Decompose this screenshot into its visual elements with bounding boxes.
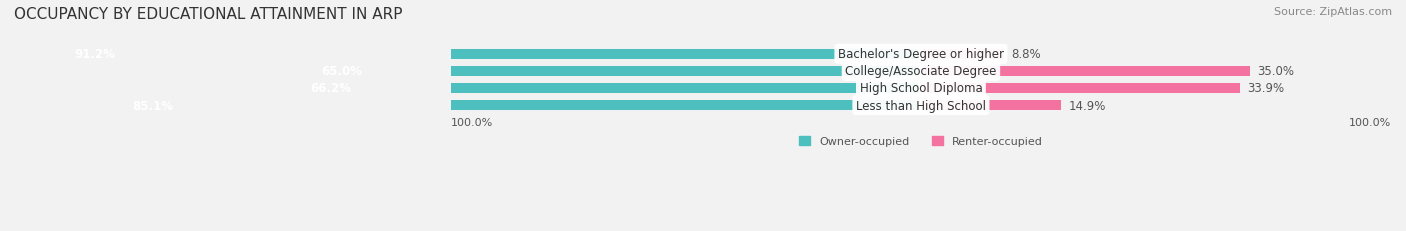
Text: 65.0%: 65.0% [321, 65, 363, 78]
Text: 8.8%: 8.8% [1011, 48, 1040, 61]
Bar [121, 101, 921, 110]
Bar [298, 84, 921, 93]
Bar [921, 67, 1250, 76]
Bar [921, 50, 1004, 59]
Text: 33.9%: 33.9% [1247, 82, 1284, 95]
Text: 91.2%: 91.2% [75, 48, 115, 61]
Bar [63, 50, 921, 59]
Text: High School Diploma: High School Diploma [859, 82, 983, 95]
Text: College/Associate Degree: College/Associate Degree [845, 65, 997, 78]
Bar [921, 84, 1240, 93]
Text: Source: ZipAtlas.com: Source: ZipAtlas.com [1274, 7, 1392, 17]
Bar [921, 84, 1240, 93]
Bar [921, 67, 1250, 76]
Text: 85.1%: 85.1% [132, 99, 173, 112]
Text: 66.2%: 66.2% [309, 82, 352, 95]
Bar [921, 101, 1062, 110]
Bar [121, 101, 921, 110]
Bar [921, 50, 1004, 59]
Text: 14.9%: 14.9% [1069, 99, 1107, 112]
Bar [921, 101, 1062, 110]
Bar [309, 67, 921, 76]
Text: Bachelor's Degree or higher: Bachelor's Degree or higher [838, 48, 1004, 61]
Legend: Owner-occupied, Renter-occupied: Owner-occupied, Renter-occupied [794, 132, 1047, 151]
Text: Less than High School: Less than High School [856, 99, 986, 112]
Bar [309, 67, 921, 76]
Bar [920, 67, 922, 76]
Text: OCCUPANCY BY EDUCATIONAL ATTAINMENT IN ARP: OCCUPANCY BY EDUCATIONAL ATTAINMENT IN A… [14, 7, 402, 22]
Text: 100.0%: 100.0% [451, 118, 494, 128]
Bar [920, 50, 922, 59]
Text: 100.0%: 100.0% [1348, 118, 1391, 128]
Bar [63, 50, 921, 59]
Bar [920, 101, 922, 110]
Text: 35.0%: 35.0% [1257, 65, 1295, 78]
Bar [920, 84, 922, 93]
Bar [298, 84, 921, 93]
